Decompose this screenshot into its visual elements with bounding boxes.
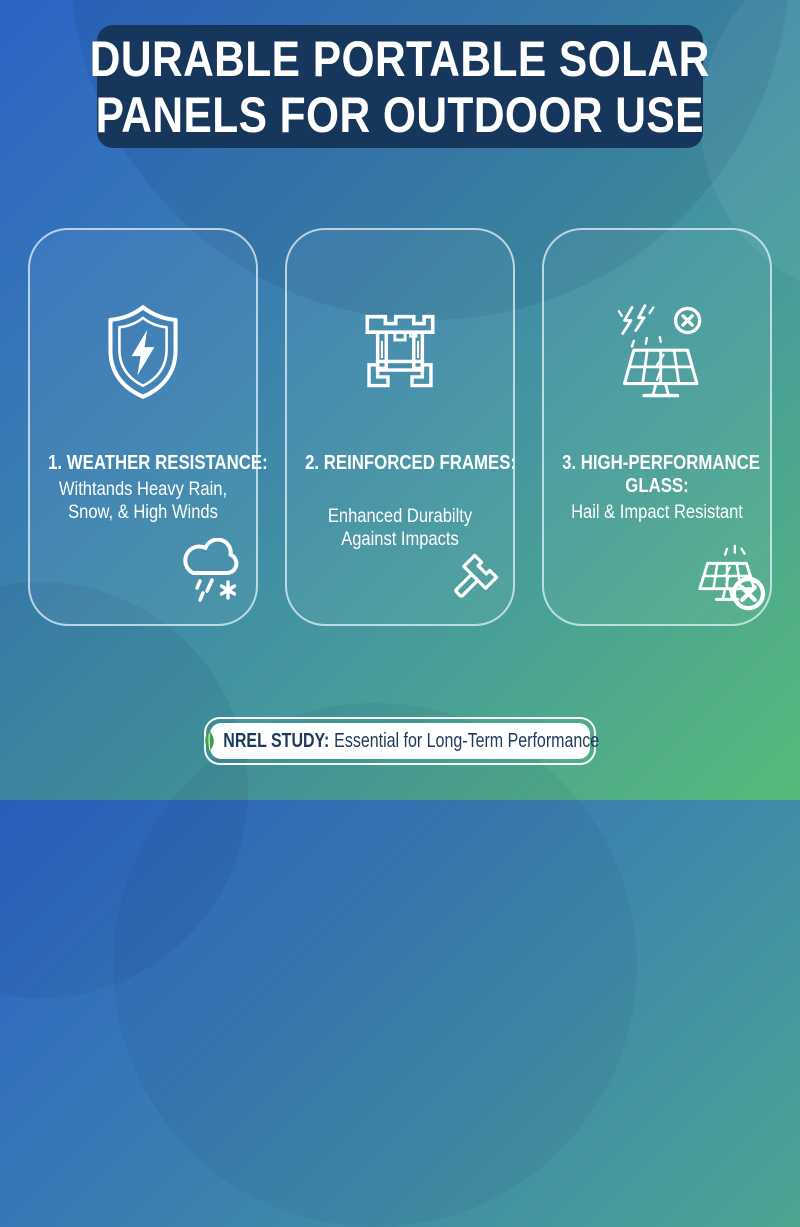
solar-panel-lightning-crossed-icon: [544, 296, 770, 408]
card-body: Withtands Heavy Rain, Snow, & High Winds: [45, 478, 242, 524]
background-blob: [113, 703, 637, 1227]
card-heading: 2. REINFORCED FRAMES:: [305, 452, 517, 475]
solar-panel-crossed-icon: [690, 542, 768, 612]
card-heading-text: 1. WEATHER RESISTANCE:: [48, 452, 268, 474]
nrel-study-badge-content: NREL STUDY: Essential for Long-Term Perf…: [201, 729, 599, 753]
badge-label-text: Essential for Long-Term Performance: [333, 729, 599, 752]
card-heading: 1. WEATHER RESISTANCE:: [48, 452, 268, 475]
card-heading-text: 2. REINFORCED FRAMES:: [305, 452, 517, 474]
leaf-icon: [204, 730, 214, 753]
card-heading-text: GLASS:: [625, 475, 689, 497]
card-body-line: Snow, & High Winds: [68, 502, 218, 523]
title-banner: DURABLE PORTABLE SOLAR PANELS FOR OUTDOO…: [90, 25, 710, 148]
reinforced-frame-icon: [287, 296, 513, 408]
card-body: Enhanced Durabilty Against Impacts: [302, 505, 499, 551]
page-title-line1: DURABLE PORTABLE SOLAR: [89, 30, 711, 87]
card-body-line: Enhanced Durabilty: [327, 506, 473, 527]
card-body-line: Against Impacts: [341, 529, 459, 550]
page-title: DURABLE PORTABLE SOLAR PANELS FOR OUTDOO…: [90, 31, 710, 143]
cloud-rain-snow-icon: [176, 538, 246, 604]
card-heading-text: 3. HIGH-PERFORMANCE: [562, 452, 760, 474]
badge-label-bold: NREL STUDY:: [222, 729, 329, 752]
card-body: Hail & Impact Resistant: [559, 501, 756, 524]
page-title-line2: PANELS FOR OUTDOOR USE: [95, 86, 705, 143]
hammer-icon: [445, 549, 503, 607]
background-blob: [0, 582, 248, 998]
card-body-line: Withtands Heavy Rain,: [58, 479, 228, 500]
card-body-line: Hail & Impact Resistant: [571, 502, 743, 523]
nrel-study-badge: NREL STUDY: Essential for Long-Term Perf…: [204, 717, 599, 765]
feature-cards: 1. WEATHER RESISTANCE: Withtands Heavy R…: [28, 228, 772, 626]
card-weather-resistance: 1. WEATHER RESISTANCE: Withtands Heavy R…: [28, 228, 268, 626]
card-high-performance-glass: 3. HIGH-PERFORMANCE GLASS: Hail & Impact…: [542, 228, 772, 626]
card-reinforced-frames: 2. REINFORCED FRAMES: Enhanced Durabilty…: [285, 228, 517, 626]
nrel-study-badge-pill: NREL STUDY: Essential for Long-Term Perf…: [204, 723, 599, 759]
shield-lightning-icon: [30, 296, 256, 408]
card-heading: 3. HIGH-PERFORMANCE GLASS:: [562, 452, 760, 498]
